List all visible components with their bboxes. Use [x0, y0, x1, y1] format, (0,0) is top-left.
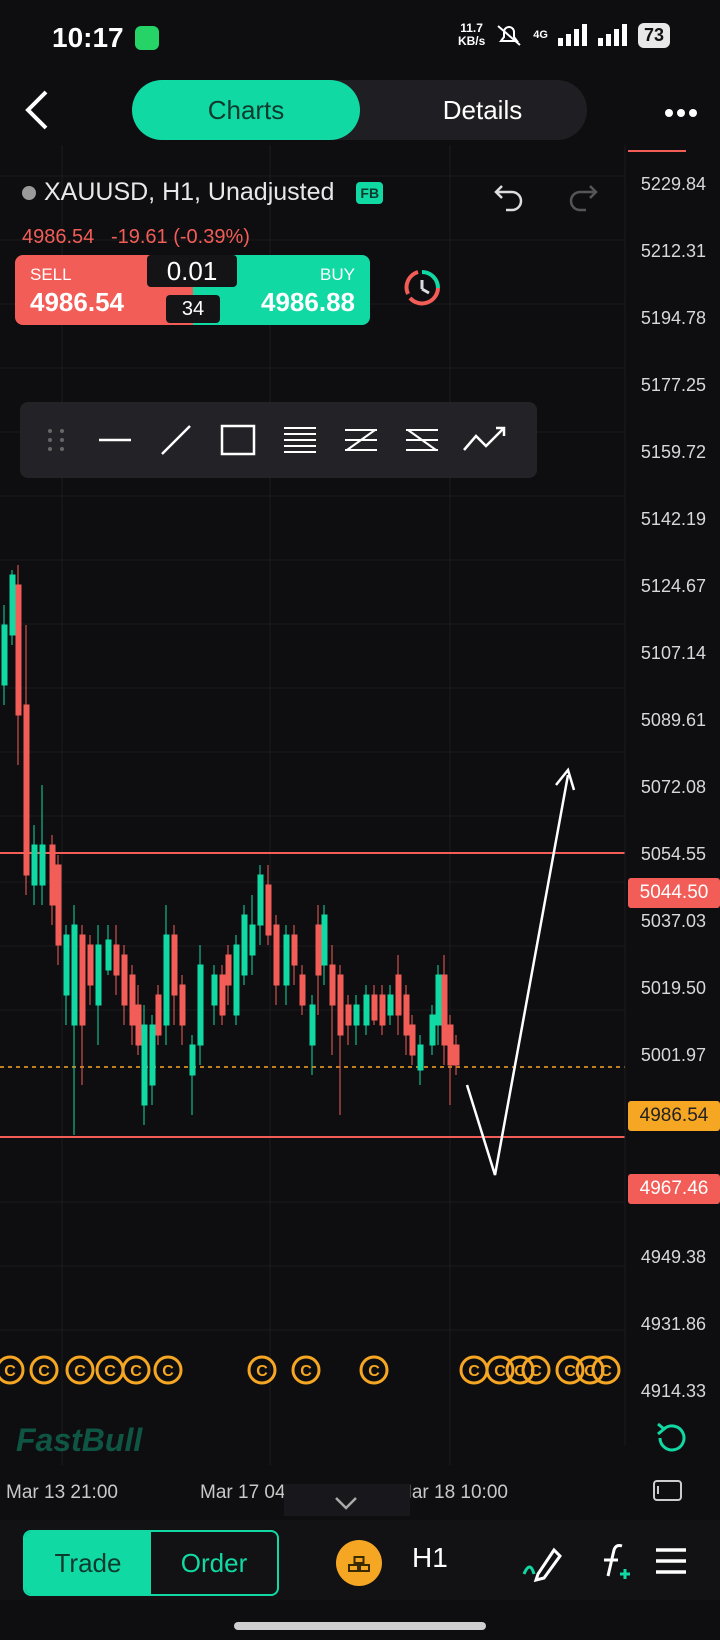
svg-text:C: C: [494, 1363, 506, 1380]
reset-chart-icon[interactable]: [652, 1418, 692, 1463]
net-speed: 11.7 KB/s: [458, 22, 485, 48]
mute-icon: [497, 25, 521, 46]
buy-price: 4986.88: [261, 287, 355, 317]
back-icon[interactable]: [22, 88, 52, 143]
market-status-dot: [22, 185, 36, 200]
event-markers: [0, 1355, 621, 1385]
indicator-icon[interactable]: [590, 1540, 634, 1589]
fb-badge: FB: [356, 181, 384, 204]
trend-line-tool-icon[interactable]: [156, 420, 196, 465]
net-speed-value: 11.7: [460, 21, 483, 35]
price-label: 5194.78: [640, 308, 706, 328]
svg-text:C: C: [368, 1363, 380, 1380]
svg-text:C: C: [104, 1363, 116, 1380]
lot-size-input[interactable]: 0.01: [147, 255, 237, 287]
svg-text:C: C: [4, 1363, 16, 1380]
pitchfork-tool-icon[interactable]: [402, 420, 442, 465]
fibonacci-tool-icon[interactable]: [280, 420, 320, 465]
svg-text:C: C: [300, 1363, 312, 1380]
redo-icon[interactable]: [566, 178, 600, 217]
sell-label: SELL: [30, 265, 72, 284]
price-change: -19.61 (-0.39%): [110, 226, 250, 248]
svg-text:C: C: [74, 1363, 86, 1380]
more-icon[interactable]: [664, 92, 698, 126]
price-label: 5054.55: [640, 844, 706, 864]
fullscreen-icon[interactable]: [652, 1478, 684, 1509]
timeframe-selector[interactable]: H1: [412, 1542, 448, 1573]
signal-2-icon: [597, 24, 627, 46]
sell-price: 4986.54: [30, 287, 124, 317]
price-label: 5124.67: [640, 576, 706, 596]
polyline-tool-icon[interactable]: [460, 420, 508, 465]
price-label: 5177.25: [640, 375, 706, 395]
price-label: 5001.97: [640, 1045, 706, 1065]
price-label: 5072.08: [640, 777, 706, 797]
collapse-handle[interactable]: [284, 1484, 410, 1516]
svg-text:C: C: [584, 1363, 596, 1380]
gold-symbol-icon[interactable]: [336, 1540, 382, 1586]
signal-icon: [557, 24, 587, 46]
price-label: 4931.86: [640, 1314, 706, 1334]
time-label: Mar 17 04:00: [200, 1482, 312, 1503]
price-label: 5229.84: [640, 174, 706, 194]
trade-order-switch: Trade Order: [23, 1530, 279, 1596]
svg-text:C: C: [162, 1363, 174, 1380]
price-label: 5212.31: [640, 241, 706, 261]
svg-text:C: C: [38, 1363, 50, 1380]
rectangle-tool-icon[interactable]: [218, 420, 258, 465]
svg-text:C: C: [514, 1363, 526, 1380]
battery-icon: 73: [637, 22, 670, 48]
home-indicator[interactable]: [234, 1622, 486, 1630]
price-label: 5159.72: [640, 442, 706, 462]
svg-text:C: C: [256, 1363, 268, 1380]
buy-label: BUY: [320, 265, 355, 284]
svg-text:C: C: [130, 1363, 142, 1380]
tab-details[interactable]: Details: [442, 94, 523, 125]
net-speed-unit: KB/s: [457, 34, 486, 48]
price-label: 5019.50: [640, 978, 706, 998]
resistance-price-tag: 5044.50: [628, 878, 720, 908]
time-label: Mar 18 10:00: [396, 1482, 508, 1503]
price-label: 4949.38: [640, 1247, 706, 1267]
symbol-title-row: XAUUSD, H1, Unadjusted FB: [22, 178, 384, 207]
quote-row: 4986.54 -19.61 (-0.39%): [22, 226, 250, 249]
svg-text:C: C: [468, 1363, 480, 1380]
time-label: Mar 13 21:00: [6, 1482, 118, 1503]
current-price-tag: 4986.54: [628, 1101, 720, 1131]
drawn-arrow: [465, 774, 570, 1176]
svg-text:C: C: [600, 1363, 612, 1380]
symbol-title: XAUUSD, H1, Unadjusted: [44, 178, 335, 206]
candles: [1, 565, 460, 1135]
buy-button[interactable]: BUY 4986.88: [192, 255, 370, 325]
menu-icon[interactable]: [654, 1546, 688, 1581]
price-label: 5142.19: [640, 509, 706, 529]
parallel-channel-tool-icon[interactable]: [341, 420, 381, 465]
status-indicators: 11.7 KB/s 4G 73: [458, 22, 670, 48]
undo-icon[interactable]: [492, 178, 526, 217]
status-time: 10:17: [52, 22, 124, 53]
price-label: 5107.14: [640, 643, 706, 663]
trade-button[interactable]: Trade: [25, 1532, 151, 1594]
one-click-trading-icon[interactable]: [402, 268, 442, 313]
support-price-tag: 4967.46: [628, 1174, 720, 1204]
price-label: 4914.33: [640, 1381, 706, 1401]
whatsapp-icon: [135, 26, 159, 50]
draw-tool-icon[interactable]: [520, 1540, 564, 1589]
svg-text:C: C: [564, 1363, 576, 1380]
watermark-logo: FastBull: [16, 1422, 143, 1458]
tab-charts[interactable]: Charts: [132, 80, 360, 140]
price-label: 5089.61: [640, 710, 706, 730]
last-price: 4986.54: [22, 226, 95, 248]
spread-badge: 34: [166, 295, 220, 323]
price-label: 5037.03: [640, 911, 706, 931]
order-button[interactable]: Order: [180, 1547, 248, 1578]
price-chart[interactable]: CCC CCC CCC CCC CCC C: [0, 145, 720, 1475]
horizontal-line-tool-icon[interactable]: [95, 420, 135, 465]
network-type: 4G: [533, 29, 548, 41]
svg-text:C: C: [530, 1363, 542, 1380]
